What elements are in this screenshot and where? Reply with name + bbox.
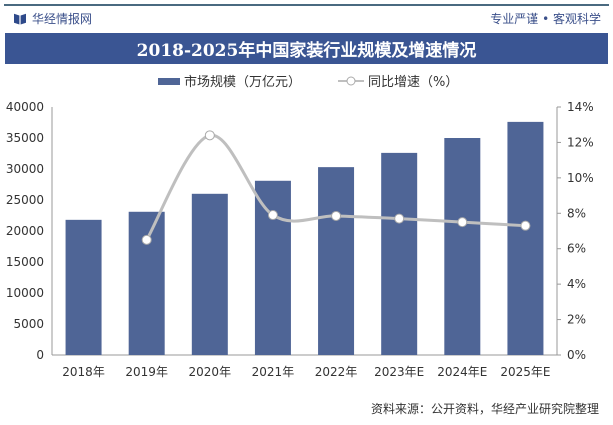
y-left-tick-label: 35000 — [6, 131, 44, 145]
bar — [128, 211, 165, 355]
bar — [381, 152, 418, 355]
y-left-tick-label: 25000 — [6, 193, 44, 207]
growth-point — [331, 210, 342, 221]
y-left-tick-label: 0 — [36, 348, 44, 362]
x-tick-label: 2025年E — [500, 365, 550, 379]
growth-point — [204, 130, 215, 141]
growth-point — [520, 220, 531, 231]
bar — [318, 167, 355, 355]
growth-point — [267, 210, 278, 221]
x-tick-label: 2022年 — [315, 365, 358, 379]
x-tick-label: 2018年 — [62, 365, 105, 379]
growth-point — [141, 234, 152, 245]
legend-line-marker — [346, 76, 356, 86]
x-tick-label: 2024年E — [437, 365, 487, 379]
y-left-tick-label: 40000 — [6, 100, 44, 114]
bar — [254, 180, 291, 355]
y-left-tick-label: 20000 — [6, 224, 44, 238]
brand: 华经情报网 — [14, 10, 92, 27]
y-left-tick-label: 5000 — [13, 317, 44, 331]
x-tick-label: 2021年 — [252, 365, 295, 379]
source-note: 资料来源：公开资料，华经产业研究院整理 — [370, 402, 599, 416]
y-right-tick-label: 6% — [567, 242, 586, 256]
bar — [444, 138, 481, 355]
top-divider — [4, 4, 609, 6]
legend-bar-swatch — [158, 78, 180, 85]
y-right-tick-label: 4% — [567, 277, 586, 291]
x-tick-label: 2019年 — [125, 365, 168, 379]
y-right-tick-label: 0% — [567, 348, 586, 362]
y-left-tick-label: 30000 — [6, 162, 44, 176]
x-tick-label: 2023年E — [374, 365, 424, 379]
x-tick-label: 2020年 — [189, 365, 232, 379]
legend-bar-label: 市场规模（万亿元） — [184, 74, 301, 90]
bar — [191, 193, 228, 355]
y-left-tick-label: 15000 — [6, 255, 44, 269]
y-right-tick-label: 14% — [567, 100, 594, 114]
bar — [65, 219, 102, 355]
brand-name: 华经情报网 — [32, 12, 93, 26]
chart-title: 2018-2025年中国家装行业规模及增速情况 — [5, 33, 608, 64]
y-right-tick-label: 2% — [567, 313, 586, 327]
slogan: 专业严谨 • 客观科学 — [490, 12, 601, 26]
y-right-tick-label: 10% — [567, 171, 594, 185]
growth-point — [457, 217, 468, 228]
growth-point — [394, 213, 405, 224]
y-right-tick-label: 8% — [567, 206, 586, 220]
legend-line-label: 同比增速（%） — [368, 75, 458, 90]
y-right-tick-label: 12% — [567, 135, 594, 149]
y-left-tick-label: 10000 — [6, 286, 44, 300]
bar — [507, 121, 544, 355]
